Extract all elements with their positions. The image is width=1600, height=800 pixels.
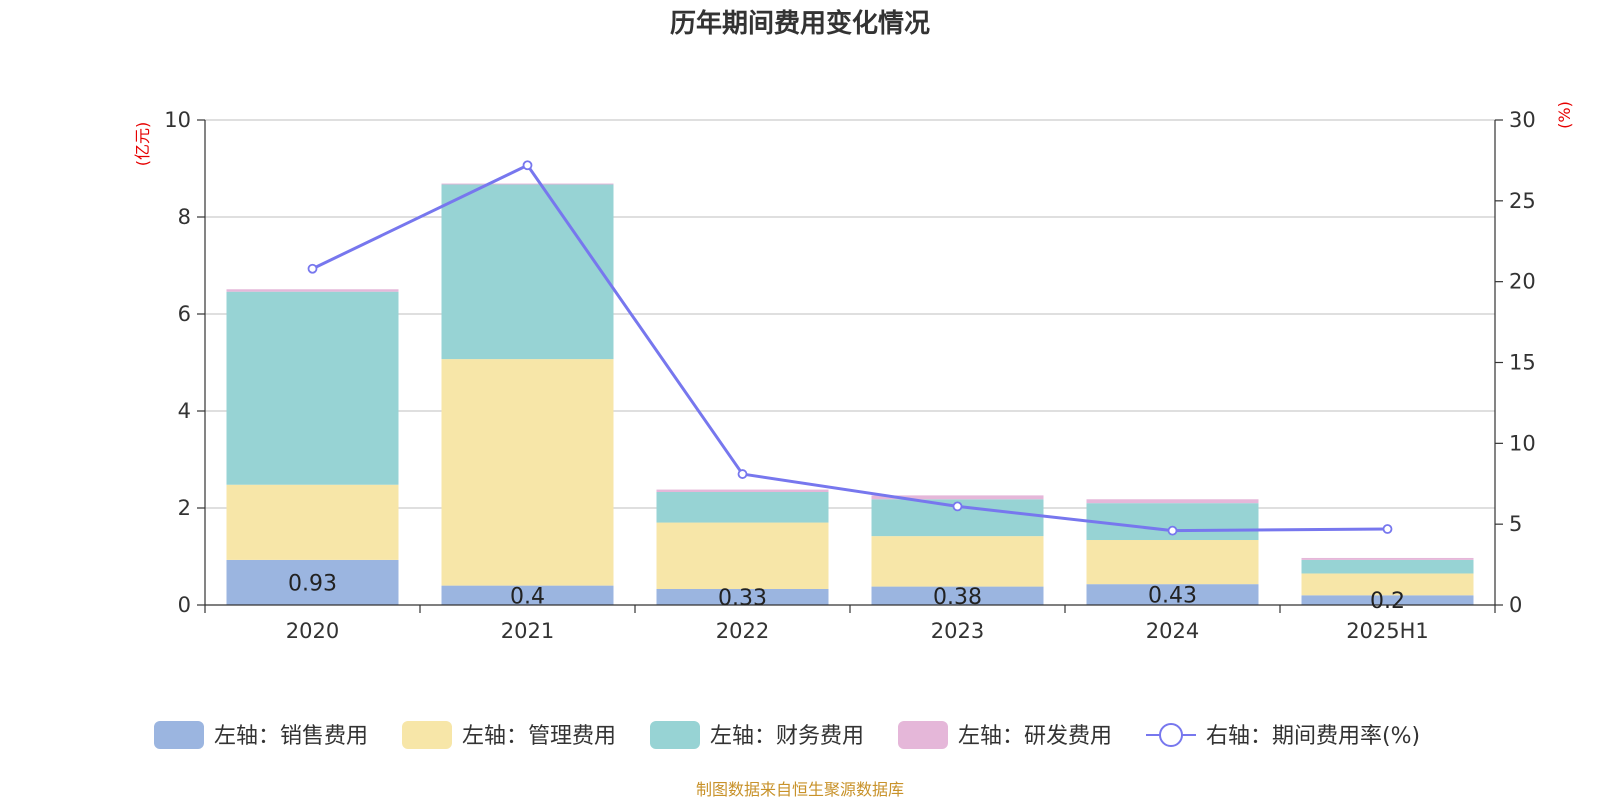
- x-axis-tick-label: 2020: [286, 619, 339, 643]
- source-note: 制图数据来自恒生聚源数据库: [696, 780, 904, 799]
- legend-marker: [1159, 723, 1183, 747]
- bar-segment: [441, 184, 614, 360]
- bar-segment: [656, 588, 829, 605]
- left-axis-tick-label: 4: [178, 399, 191, 423]
- bar-segment: [871, 495, 1044, 500]
- bar-segment: [1301, 559, 1474, 574]
- legend-label: 左轴：销售费用: [214, 724, 368, 749]
- left-axis-tick-label: 0: [178, 593, 191, 617]
- right-axis-tick-label: 5: [1509, 512, 1522, 536]
- line-point: [737, 469, 748, 479]
- bar-segment: [871, 586, 1044, 605]
- legend-label: 左轴：研发费用: [958, 724, 1112, 749]
- legend-swatch: [650, 721, 700, 749]
- x-axis-tick-label: 2022: [716, 619, 769, 643]
- x-axis-tick-label: 2024: [1146, 619, 1199, 643]
- right-axis-tick-label: 25: [1509, 189, 1536, 213]
- bar-segment: [1086, 499, 1259, 504]
- bar-segment: [1301, 595, 1474, 605]
- bar-segment: [226, 291, 399, 485]
- right-axis-tick-label: 20: [1509, 270, 1536, 294]
- bar-series: [226, 183, 1474, 605]
- chart-title: 历年期间费用变化情况: [670, 8, 930, 39]
- legend-label: 右轴：期间费用率(%): [1206, 724, 1420, 749]
- bar-segment: [441, 183, 614, 185]
- bar-segment: [441, 359, 614, 586]
- line-point: [1382, 524, 1393, 534]
- x-axis-tick-label: 2023: [931, 619, 984, 643]
- bar-value-label: 0.38: [933, 585, 982, 610]
- bar-segment: [656, 522, 829, 589]
- left-axis-tick-label: 8: [178, 205, 191, 229]
- legend-label: 左轴：财务费用: [710, 724, 864, 749]
- right-axis-tick-label: 30: [1509, 108, 1536, 132]
- right-axis-tick-label: 0: [1509, 593, 1522, 617]
- bar-segment: [1301, 573, 1474, 596]
- legend-swatch: [402, 721, 452, 749]
- bar-segment: [656, 491, 829, 523]
- x-axis-tick-label: 2021: [501, 619, 554, 643]
- bar-value-label: 0.2: [1370, 589, 1405, 614]
- line-point: [952, 501, 963, 512]
- bar-segment: [1086, 584, 1259, 605]
- right-axis-unit: (%): [1555, 101, 1574, 129]
- right-axis-tick-label: 10: [1509, 431, 1536, 455]
- data-labels: 0.93 0.4 0.33 0.38 0.43 0.2: [288, 571, 1405, 614]
- legend-swatch: [898, 721, 948, 749]
- left-axis-unit: (亿元): [133, 122, 152, 167]
- axes: 0 2 4 6 8 10 0 5 10 15 20 25 30 2020 2021 2022 2023 2024 2…: [164, 108, 1535, 643]
- legend: 左轴：销售费用 左轴：管理费用 左轴：财务费用 左轴：研发费用 右轴：期间费用率(%): [154, 721, 1420, 749]
- legend-label: 左轴：管理费用: [462, 724, 616, 749]
- bar-value-label: 0.93: [288, 571, 337, 596]
- x-axis-tick-label: 2025H1: [1346, 619, 1429, 643]
- left-axis-tick-label: 6: [178, 302, 191, 326]
- line-series: [307, 160, 1393, 536]
- bar-segment: [656, 489, 829, 492]
- bar-value-label: 0.43: [1148, 584, 1197, 609]
- left-axis-tick-label: 2: [178, 496, 191, 520]
- left-axis-tick-label: 10: [164, 108, 191, 132]
- bar-segment: [1301, 557, 1474, 560]
- right-axis-tick-label: 15: [1509, 351, 1536, 375]
- bar-segment: [871, 536, 1044, 587]
- bar-segment: [226, 289, 399, 292]
- legend-swatch: [154, 721, 204, 749]
- line-point: [522, 160, 533, 171]
- bar-value-label: 0.33: [718, 586, 767, 611]
- bar-segment: [1086, 540, 1259, 585]
- line-path: [311, 163, 1388, 533]
- bar-value-label: 0.4: [510, 584, 545, 609]
- bar-segment: [226, 559, 399, 605]
- line-point: [1167, 525, 1178, 536]
- bar-segment: [441, 585, 614, 605]
- bar-segment: [226, 484, 399, 560]
- line-point: [307, 263, 318, 274]
